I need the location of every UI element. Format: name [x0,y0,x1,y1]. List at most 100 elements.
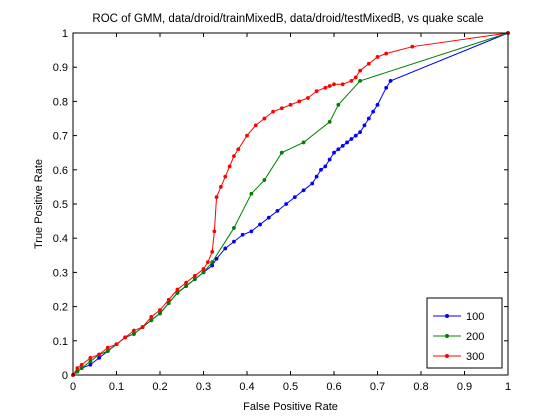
data-point [366,61,371,66]
data-point [79,366,84,371]
x-tick-label: 0.8 [413,381,428,393]
data-point [192,273,197,278]
data-point [301,140,306,145]
y-tick-label: 0.2 [53,302,68,314]
data-point [332,82,336,87]
data-point [175,291,180,295]
data-point [88,362,93,367]
data-point [253,123,258,128]
data-point [366,116,371,121]
data-point [410,44,415,49]
y-tick-label: 1 [62,28,68,40]
data-point [262,178,267,182]
data-point [97,352,102,357]
data-point [375,55,380,59]
legend-box [426,297,503,369]
data-point [297,99,302,104]
data-point [266,215,271,220]
y-tick-label: 0.3 [53,267,68,279]
legend-label: 200 [466,331,484,343]
data-point [301,188,306,193]
data-point [327,84,332,88]
data-point [223,246,228,251]
data-point [288,102,293,107]
data-point [227,164,232,169]
data-point [371,109,376,114]
data-point [279,106,284,111]
y-tick-label: 0.4 [53,233,68,245]
data-point [358,68,363,73]
data-point [123,335,128,340]
data-point [349,137,354,141]
x-tick-label: 0.9 [457,381,472,393]
data-point [349,78,354,83]
data-point [332,150,336,155]
y-tick-label: 0.8 [53,96,68,108]
legend-swatch-marker [445,334,449,338]
legend-swatch-marker [445,314,449,318]
legend: 100 200 300 [426,297,503,369]
y-tick-label: 0.7 [53,131,68,143]
data-point [375,102,380,107]
data-point [358,78,363,83]
data-point [327,157,332,162]
data-point [345,140,349,145]
x-tick-label: 0.3 [196,381,211,393]
series-300 [71,31,510,377]
data-point [258,222,262,227]
y-tick-label: 0 [62,370,68,382]
legend-entry-200: 200 [433,331,484,343]
data-point [114,342,119,347]
y-tick-label: 0.9 [53,62,68,74]
legend-swatch-marker [445,354,449,358]
legend-label: 300 [466,351,484,363]
data-point [384,51,389,56]
data-point [314,174,319,179]
series-layer [71,31,510,377]
x-tick-label: 0.1 [109,381,124,393]
data-point [166,301,171,306]
x-axis-title: False Positive Rate [243,401,338,413]
data-point [262,116,267,121]
data-point [232,239,236,244]
data-point [284,202,289,206]
data-point [158,311,162,316]
x-tick-label: 0.4 [239,381,254,393]
data-point [279,150,284,155]
data-point [340,143,345,148]
data-point [275,208,280,213]
data-point [323,85,328,90]
data-point [388,78,393,83]
data-point [232,226,236,230]
data-point [192,277,197,282]
data-point [166,297,171,302]
data-point [218,184,223,189]
data-point [358,130,363,135]
data-point [336,102,341,107]
data-point [97,355,102,360]
x-tick-label: 0.6 [326,381,341,393]
data-point [131,328,136,333]
data-point [319,167,323,172]
x-tick-label: 0 [70,381,76,393]
chart-title: ROC of GMM, data/droid/trainMixedB, data… [92,13,483,25]
data-point [105,349,110,353]
data-point [105,345,110,350]
ticks-layer: 0 0.1 0.2 0.3 0.4 0.5 0.6 0.7 0.8 0.9 1 0 0.1 0.2 0.3 0… [53,28,511,393]
data-point [88,355,93,360]
x-tick-label: 0.7 [370,381,385,393]
data-point [340,82,345,87]
data-point [310,181,315,186]
data-point [184,284,189,288]
y-axis-title: True Positive Rate [33,159,45,249]
legend-entry-100: 100 [433,311,484,323]
data-point [205,260,210,265]
data-point [212,229,217,234]
data-point [210,249,215,254]
data-point [88,359,93,364]
data-point [223,174,228,179]
data-point [201,267,206,271]
data-point [240,232,245,237]
data-point [327,120,332,124]
